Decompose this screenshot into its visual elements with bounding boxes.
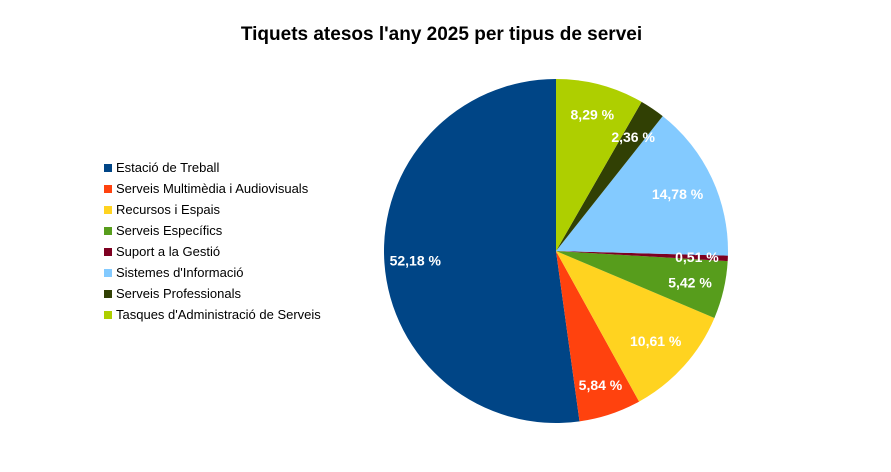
- data-label: 14,78 %: [652, 186, 704, 202]
- chart-title: Tiquets atesos l'any 2025 per tipus de s…: [0, 24, 891, 46]
- data-label: 52,18 %: [390, 253, 442, 269]
- data-label: 5,84 %: [579, 377, 623, 393]
- legend-label: Estació de Treball: [116, 160, 220, 175]
- pie-slice: [556, 251, 728, 318]
- chart-title-text: Tiquets atesos l'any 2025 per tipus de s…: [240, 24, 643, 45]
- legend-swatch: [104, 247, 112, 256]
- data-label: 8,29 %: [571, 107, 615, 123]
- legend-swatch: [104, 289, 112, 298]
- data-label: 0,51 %: [675, 249, 719, 265]
- legend-swatch: [104, 226, 112, 235]
- legend-swatch: [104, 205, 112, 214]
- legend-item: Tasques d'Administració de Serveis: [104, 304, 321, 325]
- legend-swatch: [104, 184, 112, 193]
- legend-label: Serveis Específics: [116, 223, 223, 238]
- data-label: 5,42 %: [668, 274, 712, 290]
- legend-item: Serveis Multimèdia i Audiovisuals: [104, 178, 321, 199]
- pie-slice: [384, 79, 580, 424]
- pie-slice: [556, 251, 640, 422]
- data-label: 10,61 %: [630, 333, 682, 349]
- legend-swatch: [104, 310, 112, 319]
- pie-slice: [556, 251, 715, 402]
- legend-item: Serveis Professionals: [104, 283, 321, 304]
- legend-label: Serveis Professionals: [116, 286, 241, 301]
- legend-label: Suport a la Gestió: [116, 244, 221, 259]
- legend-label: Tasques d'Administració de Serveis: [116, 307, 321, 322]
- legend-item: Serveis Específics: [104, 220, 321, 241]
- legend-label: Recursos i Espais: [116, 202, 221, 217]
- legend-swatch: [104, 268, 112, 277]
- legend-label: Serveis Multimèdia i Audiovisuals: [116, 181, 309, 196]
- legend: Estació de Treball Serveis Multimèdia i A…: [104, 157, 321, 325]
- pie-slice: [556, 79, 642, 251]
- legend-label: Sistemes d'Informació: [116, 265, 244, 280]
- pie-slice: [556, 251, 728, 262]
- legend-swatch: [104, 163, 112, 172]
- legend-item: Estació de Treball: [104, 157, 321, 178]
- legend-item: Recursos i Espais: [104, 199, 321, 220]
- pie-slice: [556, 101, 663, 252]
- legend-item: Sistemes d'Informació: [104, 262, 321, 283]
- legend-item: Suport a la Gestió: [104, 241, 321, 262]
- data-label: 2,36 %: [611, 129, 655, 145]
- pie-slice: [556, 116, 728, 256]
